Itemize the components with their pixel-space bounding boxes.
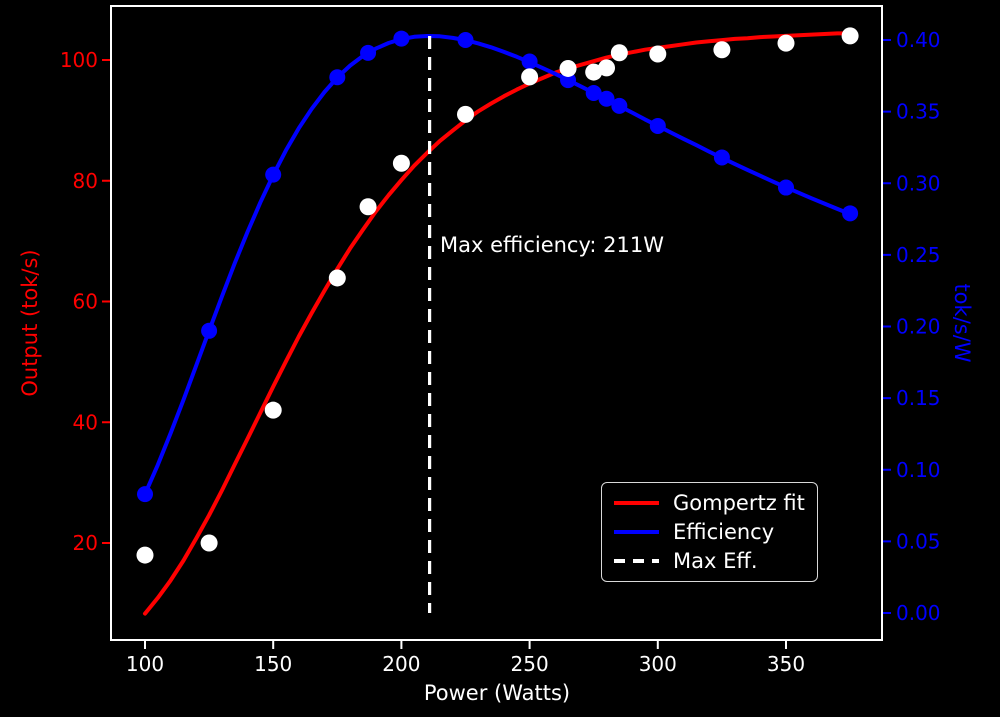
scatter-point (841, 27, 859, 45)
efficiency-marker (842, 205, 859, 222)
efficiency-marker (585, 85, 602, 102)
x-tick-label: 100 (126, 652, 164, 676)
scatter-point (392, 154, 410, 172)
x-axis-label: Power (Watts) (423, 681, 571, 705)
scatter-point (713, 41, 731, 59)
legend-item-gompertz-fit: Gompertz fit (614, 491, 805, 515)
scatter-point (649, 45, 667, 63)
y-right-tick-label: 0.30 (896, 171, 941, 195)
scatter-point (200, 534, 218, 552)
efficiency-marker (201, 322, 218, 339)
efficiency-marker (265, 166, 282, 183)
efficiency-marker (329, 69, 346, 86)
legend-item-efficiency: Efficiency (614, 520, 805, 544)
efficiency-marker (521, 53, 538, 70)
legend-line-sample (614, 529, 659, 534)
efficiency-line (143, 34, 853, 497)
efficiency-marker (560, 72, 577, 89)
efficiency-marker (457, 32, 474, 48)
efficiency-marker (778, 179, 794, 196)
scatter-point (559, 59, 577, 77)
scatter-point (598, 59, 616, 77)
x-tick-label: 350 (767, 652, 805, 676)
legend-label: Efficiency (673, 519, 775, 544)
x-tick-label: 300 (639, 652, 677, 676)
x-tick-label: 200 (382, 652, 420, 676)
y-right-tick-label: 0.40 (896, 28, 941, 52)
gompertz-fit-line (143, 31, 853, 616)
scatter-point (359, 198, 377, 216)
y-left-tick-label: 60 (73, 290, 98, 314)
scatter-point (777, 34, 795, 52)
scatter-point (136, 546, 154, 564)
efficiency-marker (137, 486, 153, 503)
legend-line-sample (614, 501, 659, 506)
legend-dashed-line-sample (614, 558, 659, 563)
scatter-point (328, 269, 346, 287)
efficiency-marker (713, 149, 730, 166)
x-tick-label: 250 (511, 652, 549, 676)
y-right-tick-label: 0.20 (896, 315, 941, 339)
y-axis-label-right: tok/s/W (950, 283, 974, 363)
x-tick-label: 150 (254, 652, 292, 676)
axes-frame (110, 5, 883, 641)
max-efficiency-annotation: Max efficiency: 211W (440, 233, 664, 257)
legend-label: Max Eff. (673, 548, 758, 573)
y-left-tick-label: 40 (73, 410, 98, 434)
y-right-tick-label: 0.05 (896, 529, 941, 553)
scatter-point (457, 105, 474, 123)
efficiency-marker (649, 117, 666, 134)
scatter-point (585, 63, 603, 81)
legend-label: Gompertz fit (673, 491, 805, 516)
legend: Gompertz fit Efficiency Max Eff. (601, 482, 818, 582)
scatter-point (610, 44, 628, 62)
y-left-tick-label: 100 (60, 48, 98, 72)
scatter-point (521, 68, 539, 86)
efficiency-marker (598, 90, 615, 107)
legend-item-max-eff: Max Eff. (614, 549, 805, 573)
y-right-tick-label: 0.35 (896, 100, 941, 124)
y-right-tick-label: 0.10 (896, 458, 941, 482)
y-left-tick-label: 20 (73, 531, 98, 555)
y-axis-label-left: Output (tok/s) (18, 249, 42, 397)
scatter-point (264, 401, 282, 419)
y-right-tick-label: 0.00 (896, 601, 941, 625)
efficiency-marker (611, 97, 628, 114)
y-left-tick-label: 80 (73, 169, 98, 193)
y-right-tick-label: 0.25 (896, 243, 941, 267)
efficiency-marker (360, 44, 377, 61)
efficiency-marker (393, 30, 410, 47)
y-right-tick-label: 0.15 (896, 386, 941, 410)
